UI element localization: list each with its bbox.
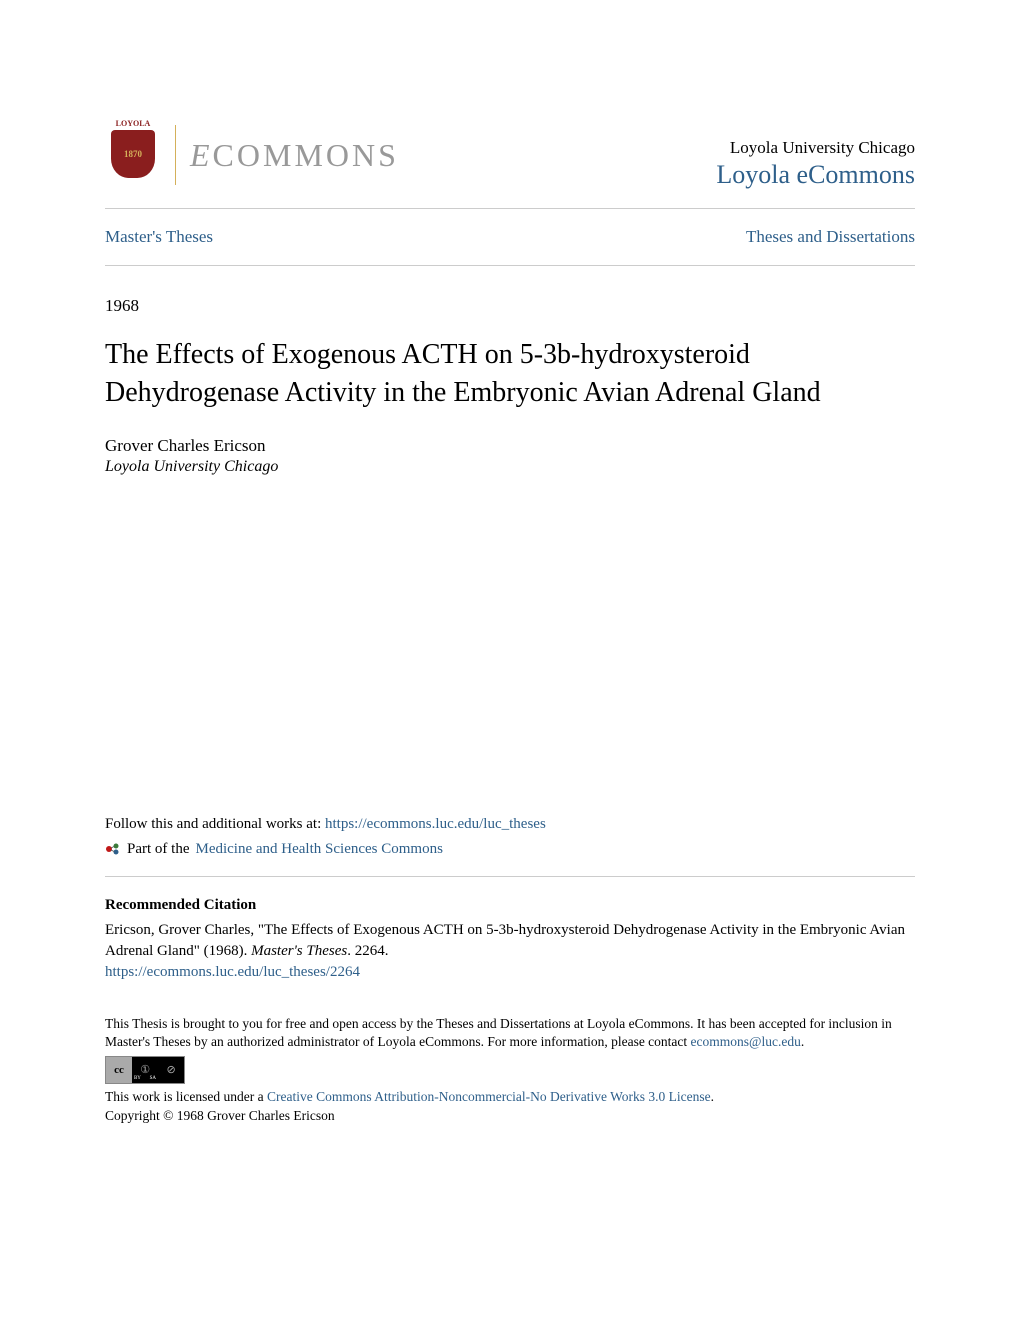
citation-block: Recommended Citation Ericson, Grover Cha… [105, 895, 915, 983]
contact-email[interactable]: ecommons@luc.edu [691, 1034, 801, 1049]
copyright-statement: Copyright © 1968 Grover Charles Ericson [105, 1107, 915, 1126]
citation-text-2: . 2264. [347, 943, 388, 959]
crest-year: 1870 [124, 149, 142, 159]
access-statement: This Thesis is brought to you for free a… [105, 1015, 915, 1053]
logo-divider [175, 125, 176, 185]
license-statement: This work is licensed under a Creative C… [105, 1088, 915, 1107]
document-title: The Effects of Exogenous ACTH on 5-3b-hy… [105, 336, 915, 412]
follow-url[interactable]: https://ecommons.luc.edu/luc_theses [325, 816, 546, 832]
repository-name[interactable]: Loyola eCommons [716, 160, 915, 189]
follow-prefix: Follow this and additional works at: [105, 816, 325, 832]
part-of-line: Part of the Medicine and Health Sciences… [105, 841, 915, 858]
publication-year: 1968 [105, 296, 915, 316]
citation-url[interactable]: https://ecommons.luc.edu/luc_theses/2264 [105, 964, 360, 980]
institution-block: Loyola University Chicago Loyola eCommon… [716, 138, 915, 190]
follow-block: Follow this and additional works at: htt… [105, 816, 915, 1127]
collection-link[interactable]: Master's Theses [105, 227, 213, 247]
author-name: Grover Charles Ericson [105, 436, 915, 456]
parent-collection-link[interactable]: Theses and Dissertations [746, 227, 915, 247]
commons-link[interactable]: Medicine and Health Sciences Commons [195, 841, 442, 858]
part-prefix: Part of the [127, 841, 189, 858]
logo-text-rest: COMMONS [213, 137, 399, 173]
access-text-2: . [801, 1034, 804, 1049]
rule-citation [105, 876, 915, 877]
logo-block: LOYOLA 1870 ECOMMONS [105, 120, 399, 190]
ecommons-wordmark: ECOMMONS [190, 137, 399, 174]
rule-mid [105, 265, 915, 266]
license-text-1: This work is licensed under a [105, 1089, 267, 1104]
citation-text-1: Ericson, Grover Charles, "The Effects of… [105, 922, 905, 959]
follow-line: Follow this and additional works at: htt… [105, 816, 915, 833]
crest-top-text: LOYOLA [116, 120, 151, 128]
license-link[interactable]: Creative Commons Attribution-Noncommerci… [267, 1089, 711, 1104]
license-text-2: . [711, 1089, 714, 1104]
cc-license-badge[interactable]: cc ①⊘ BY SA [105, 1056, 185, 1084]
header-row: LOYOLA 1870 ECOMMONS Loyola University C… [105, 120, 915, 190]
repository-link[interactable]: Loyola eCommons [716, 160, 915, 190]
university-crest: LOYOLA 1870 [105, 120, 161, 190]
network-icon [105, 841, 121, 857]
citation-heading: Recommended Citation [105, 895, 915, 916]
cc-badge-label: BY SA [106, 1075, 184, 1082]
citation-italic: Master's Theses [251, 943, 347, 959]
institution-name: Loyola University Chicago [716, 138, 915, 158]
citation-body: Ericson, Grover Charles, "The Effects of… [105, 920, 915, 962]
breadcrumb-row: Master's Theses Theses and Dissertations [105, 209, 915, 265]
footer-block: This Thesis is brought to you for free a… [105, 1015, 915, 1127]
crest-shield-icon: 1870 [111, 130, 155, 178]
author-affiliation: Loyola University Chicago [105, 458, 915, 476]
